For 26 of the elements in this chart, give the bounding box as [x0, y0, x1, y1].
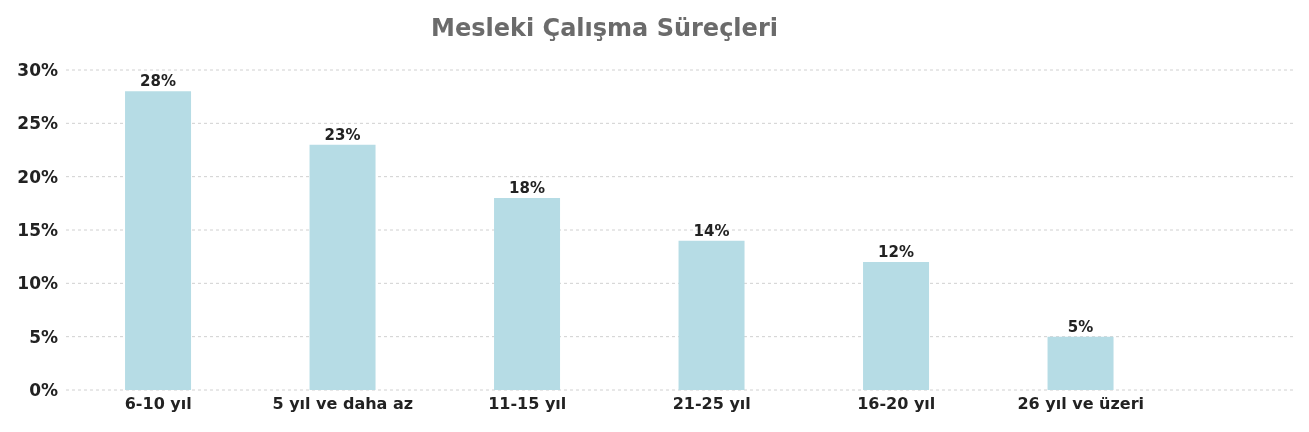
x-tick-label: 5 yıl ve daha az	[272, 394, 414, 414]
data-label: 28%	[140, 72, 176, 91]
y-tick-label: 30%	[17, 60, 58, 81]
x-tick-label: 6-10 yıl	[124, 394, 192, 414]
y-tick-label: 5%	[29, 326, 58, 347]
data-label: 23%	[324, 125, 361, 144]
y-tick-label: 25%	[17, 113, 58, 134]
data-label: 14%	[693, 221, 730, 240]
bar	[863, 262, 930, 390]
y-tick-label: 15%	[17, 220, 58, 241]
bar	[494, 198, 561, 390]
x-tick-label: 26 yıl ve üzeri	[1017, 394, 1145, 414]
y-tick-label: 20%	[17, 166, 58, 187]
bar	[125, 91, 192, 390]
x-tick-label: 16-20 yıl	[857, 394, 936, 414]
data-label: 18%	[509, 179, 545, 197]
bar	[678, 240, 745, 390]
data-label: 12%	[878, 243, 914, 261]
x-tick-label: 21-25 yıl	[672, 394, 751, 414]
y-tick-label: 10%	[17, 273, 58, 294]
x-tick-label: 11-15 yıl	[488, 394, 567, 414]
data-label: 5%	[1067, 317, 1094, 336]
y-tick-label: 0%	[29, 380, 58, 401]
bar	[309, 144, 376, 390]
chart-title: Mesleki Çalışma Süreçleri	[430, 13, 779, 44]
bar	[1047, 336, 1114, 390]
